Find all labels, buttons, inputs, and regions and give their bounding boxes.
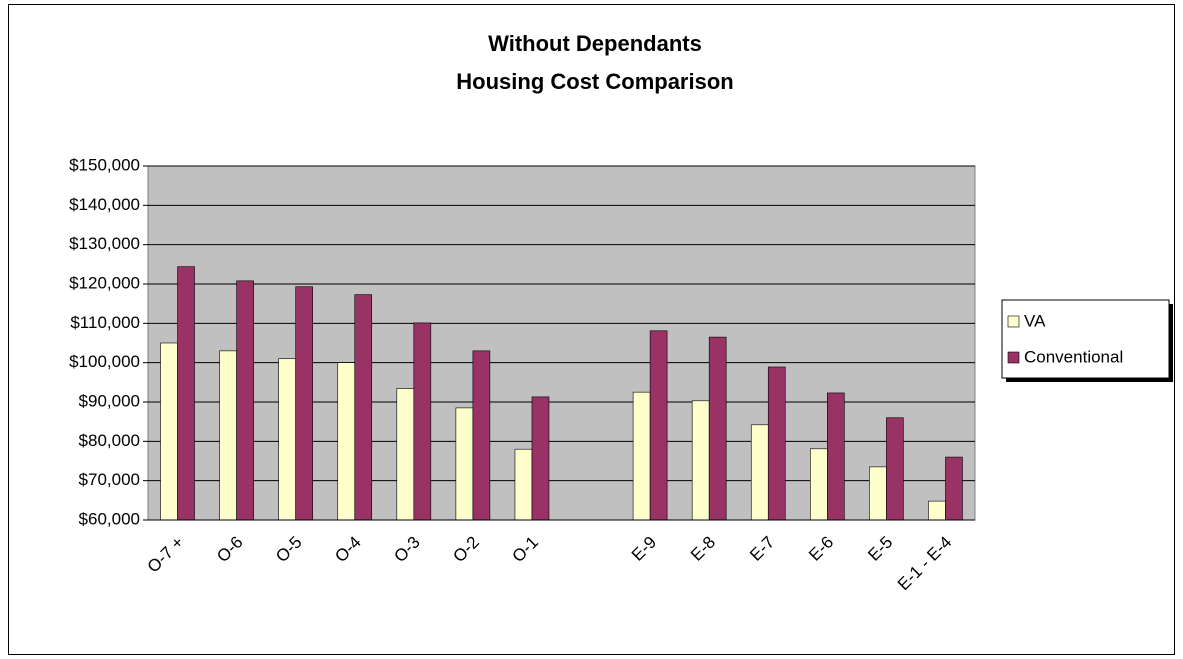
bar [750,424,769,521]
bar [886,417,904,521]
plot-area [147,165,976,521]
y-tick-label: $110,000 [70,313,140,332]
bar [708,336,727,521]
y-tick-label: $140,000 [69,195,140,214]
bar [160,342,178,521]
y-tick-label: $90,000 [79,391,140,410]
bar [531,396,550,521]
y-tick-label: $70,000 [79,470,140,489]
y-tick-label: $120,000 [69,273,140,292]
bar [767,366,786,521]
y-tick-label: $100,000 [69,352,140,371]
bar [177,266,195,521]
legend [1001,299,1170,379]
legend-swatch [1007,351,1020,364]
bar [219,350,237,521]
bar [945,456,963,521]
bar [455,407,474,521]
bar [810,448,828,521]
bar [691,400,710,521]
legend-label: Conventional [1024,347,1123,366]
y-tick-label: $60,000 [79,509,140,528]
bar [413,322,432,521]
bar [354,294,373,521]
bar [827,392,845,521]
chart-title: Without Dependants [488,31,702,56]
bar [472,350,491,521]
legend-swatch [1007,315,1020,328]
bar [632,391,651,521]
bar [649,330,668,521]
bar [236,280,254,521]
bar [337,362,356,521]
y-tick-label: $130,000 [69,234,140,253]
bar [869,466,887,521]
y-tick-label: $150,000 [69,155,140,174]
legend-label: VA [1024,311,1046,330]
bar [514,448,533,521]
bar [396,388,415,521]
bar [278,358,296,521]
bar [928,500,946,521]
chart-title: Housing Cost Comparison [456,69,733,94]
bar [295,286,313,521]
y-tick-label: $80,000 [79,431,140,450]
